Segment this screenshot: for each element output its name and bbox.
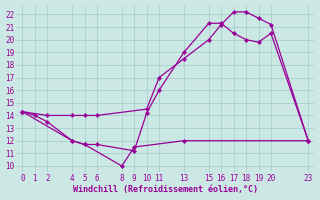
X-axis label: Windchill (Refroidissement éolien,°C): Windchill (Refroidissement éolien,°C) [73, 185, 258, 194]
